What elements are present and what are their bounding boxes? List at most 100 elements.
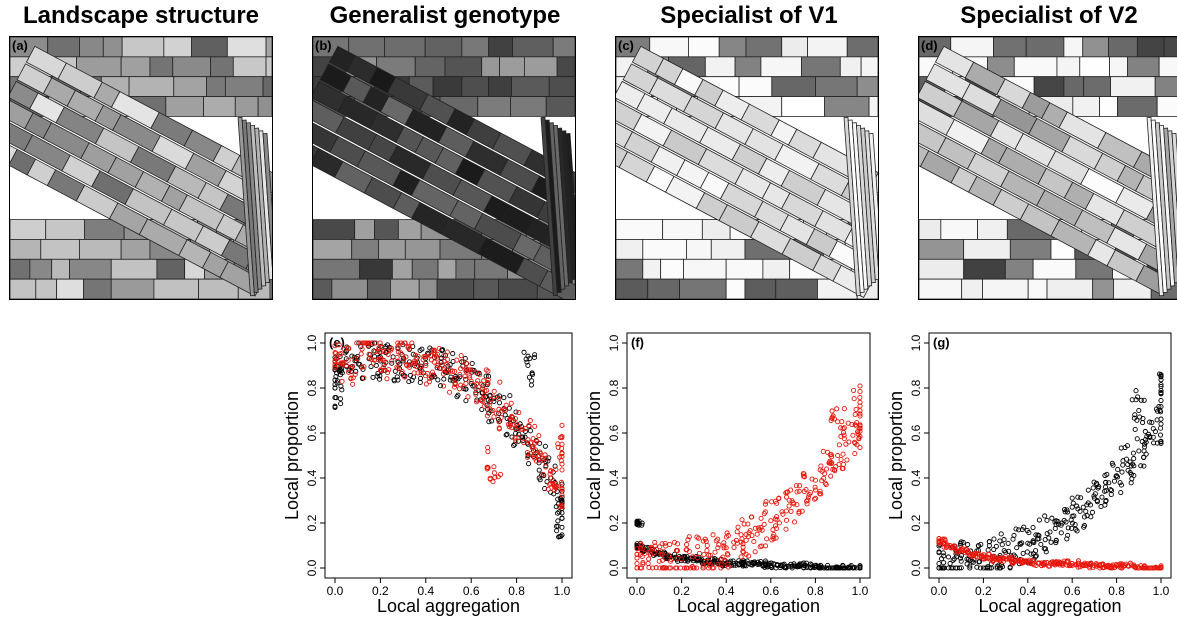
map-parcel <box>1009 239 1052 260</box>
scatter-point <box>643 545 649 551</box>
scatter-point <box>637 545 643 551</box>
scatter-point <box>746 530 752 536</box>
scatter-point <box>491 396 497 402</box>
scatter-point <box>1130 461 1136 467</box>
scatter-point <box>998 531 1004 537</box>
scatter-point <box>559 435 565 441</box>
scatter-point <box>975 548 982 554</box>
scatter-point <box>799 508 805 514</box>
scatter-point <box>1158 564 1164 570</box>
scatter-point <box>969 558 975 564</box>
x-tick-label: 0.6 <box>1064 584 1081 598</box>
scatter-point <box>1029 558 1035 564</box>
scatter-point <box>1118 482 1124 488</box>
scatter-point <box>634 521 640 527</box>
scatter-point <box>721 540 727 546</box>
scatter-point <box>1078 495 1084 501</box>
scatter-point <box>475 387 481 393</box>
scatter-point <box>1142 565 1149 571</box>
map-parcel <box>313 258 361 280</box>
scatter-point <box>496 410 502 416</box>
scatter-point <box>1094 497 1100 504</box>
scatter-point <box>461 386 467 392</box>
scatter-point <box>421 354 427 360</box>
scatter-point <box>1064 562 1070 568</box>
scatter-point <box>507 416 513 422</box>
scatter-point <box>702 536 708 542</box>
scatter-point <box>812 564 818 570</box>
scatter-point <box>1027 560 1033 566</box>
scatter-point <box>1109 460 1115 466</box>
scatter-point <box>1039 560 1045 566</box>
scatter-point <box>848 562 854 569</box>
scatter-point <box>501 395 507 401</box>
scatter-point <box>476 370 482 376</box>
scatter-point <box>1119 561 1125 567</box>
map-parcel <box>378 239 406 260</box>
scatter-point <box>962 548 968 554</box>
scatter-point <box>743 531 749 538</box>
scatter-point <box>395 344 401 350</box>
scatter-point <box>1019 527 1025 533</box>
scatter-point <box>1119 562 1125 568</box>
scatter-point <box>380 367 386 374</box>
scatter-point <box>482 388 488 394</box>
scatter-point <box>795 563 801 569</box>
scatter-point <box>978 541 984 547</box>
scatter-point <box>791 501 797 507</box>
scatter-point <box>683 565 690 571</box>
scatter-point <box>1130 450 1136 456</box>
scatter-point <box>940 550 946 556</box>
scatter-point <box>1082 562 1088 568</box>
scatter-point <box>1113 561 1119 567</box>
scatter-point <box>1158 421 1164 427</box>
scatter-point <box>368 341 374 348</box>
scatter-point <box>706 565 712 571</box>
scatter-point <box>558 479 564 485</box>
scatter-point <box>1038 541 1044 547</box>
scatter-point <box>840 429 847 436</box>
x-tick-label: 1.0 <box>554 584 571 598</box>
scatter-point <box>463 398 469 404</box>
scatter-point <box>846 439 852 445</box>
scatter-point <box>407 346 413 352</box>
scatter-point <box>1033 548 1039 554</box>
scatter-point <box>526 461 532 467</box>
scatter-point <box>491 394 497 400</box>
scatter-point <box>444 370 450 376</box>
map-parcel <box>110 278 155 299</box>
scatter-point <box>1144 433 1150 439</box>
scatter-point <box>690 565 696 571</box>
scatter-point <box>719 562 725 568</box>
scatter-point <box>1016 557 1022 564</box>
scatter-point <box>487 475 493 481</box>
scatter-point <box>726 560 732 566</box>
scatter-point <box>660 565 667 571</box>
scatter-point <box>556 504 562 510</box>
scatter-point <box>988 561 994 567</box>
scatter-point <box>700 563 706 569</box>
y-tick-label: 1.0 <box>909 334 923 351</box>
scatter-point <box>936 540 942 546</box>
scatter-point <box>990 558 996 564</box>
scatter-point <box>467 375 473 381</box>
scatter-point <box>525 441 531 447</box>
scatter-point <box>789 498 795 504</box>
scatter-point <box>637 544 643 550</box>
scatter-point <box>665 554 671 560</box>
scatter-point <box>483 373 489 379</box>
scatter-point <box>682 555 688 561</box>
scatter-point <box>533 458 540 464</box>
scatter-point <box>1091 493 1097 499</box>
scatter-point <box>941 541 947 547</box>
scatter-point <box>958 542 964 548</box>
scatter-point <box>1158 425 1164 431</box>
scatter-point <box>1097 565 1103 571</box>
map-parcel <box>120 239 151 260</box>
scatter-point <box>343 363 349 369</box>
scatter-point <box>498 408 504 414</box>
scatter-point <box>967 565 973 571</box>
scatter-point <box>373 362 379 369</box>
scatter-point <box>1023 558 1029 564</box>
scatter-point <box>951 543 957 549</box>
